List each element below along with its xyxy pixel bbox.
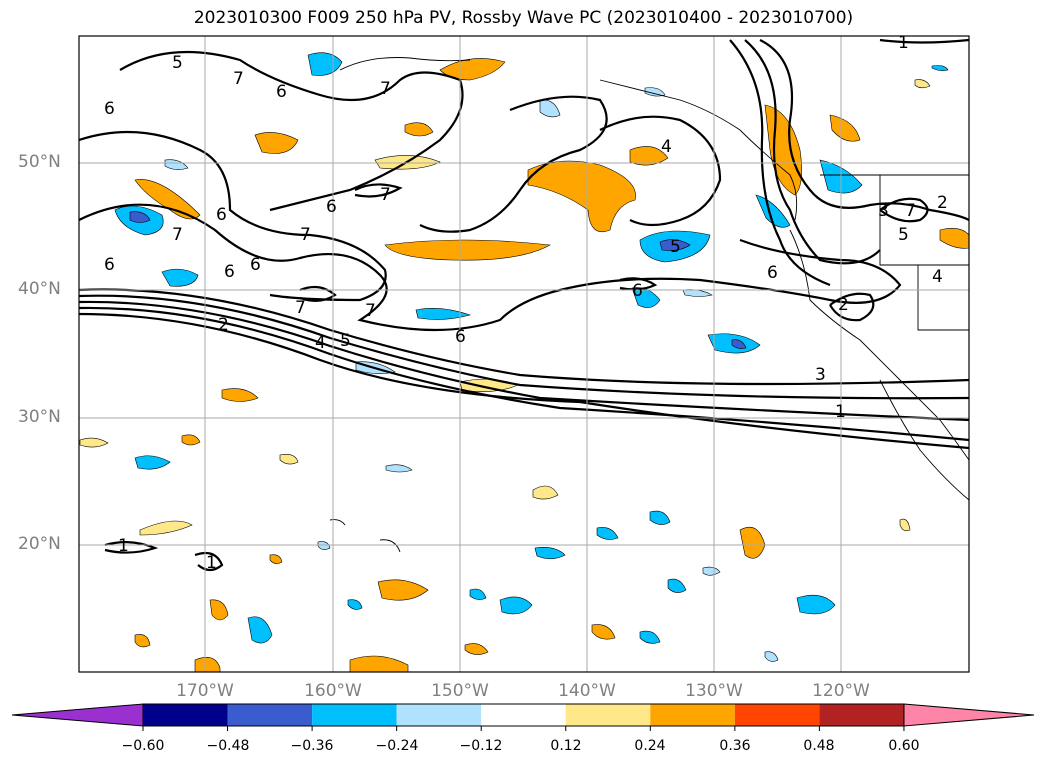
lat-label-20n: 20°N xyxy=(18,534,61,554)
contour-label: 7 xyxy=(905,201,916,221)
contour-label: 6 xyxy=(276,82,287,102)
lon-label-140w: 140°W xyxy=(558,681,616,701)
contour-label: 2 xyxy=(937,193,948,213)
lon-label-160w: 160°W xyxy=(304,681,362,701)
colorbar-tick-label: −0.48 xyxy=(206,738,250,754)
graticule xyxy=(79,36,969,672)
contour-label: 3 xyxy=(878,201,889,221)
contour-label: 1 xyxy=(835,402,846,422)
contour-label: 6 xyxy=(104,99,115,119)
lon-label-150w: 150°W xyxy=(431,681,489,701)
colorbar-tick-label: 0.36 xyxy=(719,738,751,754)
contour-label: 7 xyxy=(233,69,244,89)
colorbar-tick-label: −0.60 xyxy=(121,738,165,754)
contour-label: 4 xyxy=(315,333,326,353)
contour-label: 6 xyxy=(767,263,778,283)
lat-label-30n: 30°N xyxy=(18,407,61,427)
contour-label: 5 xyxy=(340,331,351,351)
contour-label: 6 xyxy=(326,197,337,217)
pv-contours xyxy=(79,38,969,572)
contour-label: 7 xyxy=(295,298,306,318)
contour-label: 4 xyxy=(661,137,672,157)
lon-label-170w: 170°W xyxy=(176,681,234,701)
contour-label: 6 xyxy=(104,255,115,275)
contour-label: 2 xyxy=(218,315,229,335)
contour-label: 5 xyxy=(898,225,909,245)
contour-label: 1 xyxy=(118,536,129,556)
contour-label: 2 xyxy=(838,295,849,315)
colorbar-tick-label: 0.48 xyxy=(803,738,835,754)
lat-label-50n: 50°N xyxy=(18,152,61,172)
colorbar-tick-label: −0.24 xyxy=(375,738,419,754)
contour-label: 6 xyxy=(224,262,235,282)
contour-label: 7 xyxy=(172,225,183,245)
colorbar-tick-label: −0.12 xyxy=(459,738,503,754)
contour-label: 7 xyxy=(380,79,391,99)
contour-label: 1 xyxy=(898,33,909,53)
positive-anomaly-shading xyxy=(79,58,969,672)
colorbar-tick-label: 0.12 xyxy=(550,738,582,754)
map-title: 2023010300 F009 250 hPa PV, Rossby Wave … xyxy=(193,8,854,28)
colorbar-tick-label: −0.36 xyxy=(290,738,334,754)
contour-label: 6 xyxy=(632,281,643,301)
contour-label: 6 xyxy=(216,205,227,225)
lat-label-40n: 40°N xyxy=(18,279,61,299)
contour-label: 6 xyxy=(250,255,261,275)
colorbar-tick-label: 0.24 xyxy=(634,738,666,754)
contour-label: 3 xyxy=(815,365,826,385)
contour-label: 7 xyxy=(300,225,311,245)
contour-label: 1 xyxy=(206,553,217,573)
contour-label: 7 xyxy=(380,185,391,205)
contour-label: 5 xyxy=(172,53,183,73)
map-frame xyxy=(78,35,970,673)
contour-labels: 5 7 6 6 7 6 6 7 7 6 7 6 6 7 7 2 4 5 6 4 … xyxy=(104,33,948,573)
coastlines xyxy=(329,57,969,553)
lon-label-120w: 120°W xyxy=(812,681,870,701)
contour-label: 7 xyxy=(365,301,376,321)
contour-label: 6 xyxy=(455,327,466,347)
colorbar-tick-label: 0.60 xyxy=(888,738,920,754)
contour-label: 4 xyxy=(932,267,943,287)
contour-label: 5 xyxy=(670,237,681,257)
lon-label-130w: 130°W xyxy=(685,681,743,701)
